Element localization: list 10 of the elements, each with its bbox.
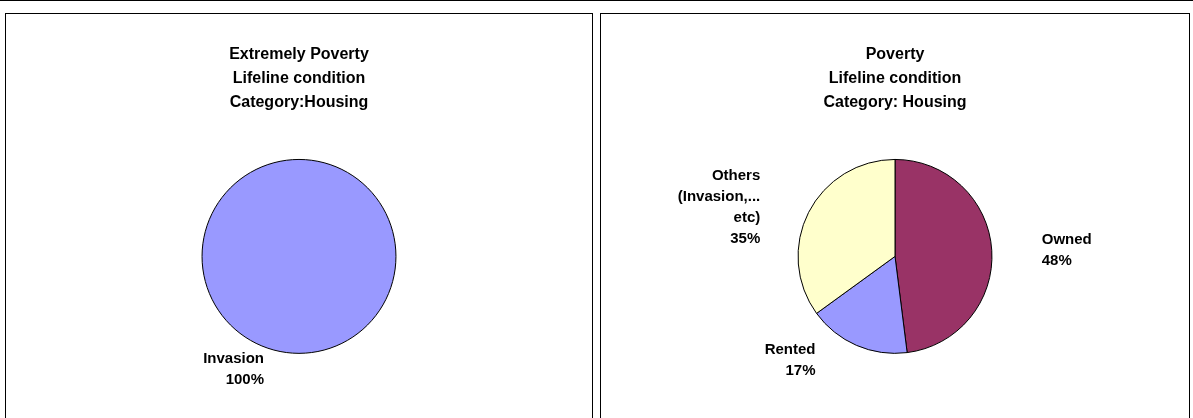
data-label: 17%	[785, 361, 816, 379]
data-label: 48%	[1041, 251, 1072, 269]
slice-label: Owned	[1041, 230, 1092, 248]
chart-title: Poverty Lifeline condition Category: Housing	[823, 44, 967, 110]
chart-title: Extremely Poverty Lifeline condition Category:Housing	[229, 44, 369, 110]
slice-label: Invasion	[203, 349, 264, 367]
slice-label: Rented	[764, 340, 816, 358]
slice-label: Others (Invasion,... etc)	[677, 165, 761, 225]
data-label: 35%	[730, 228, 761, 246]
data-label: 100%	[225, 370, 264, 388]
